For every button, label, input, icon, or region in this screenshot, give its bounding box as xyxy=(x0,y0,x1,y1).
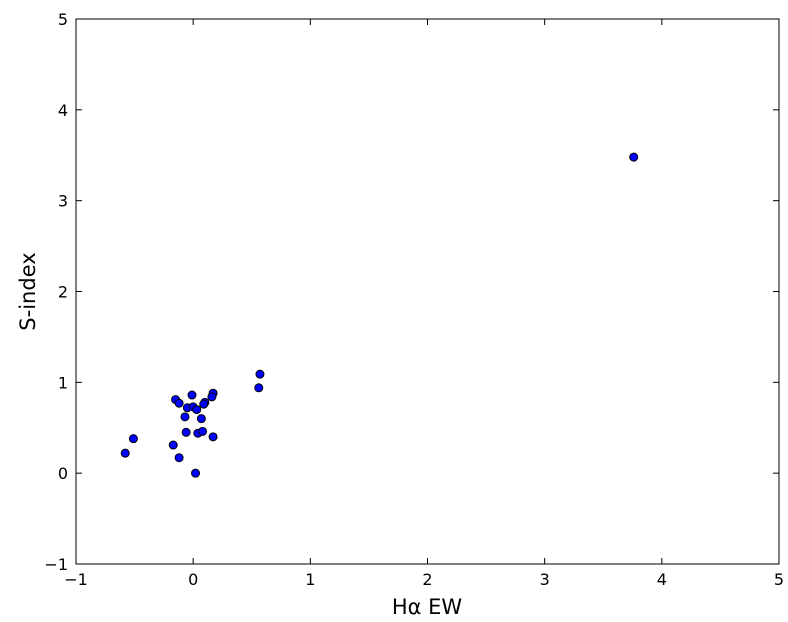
x-tick-label: 4 xyxy=(657,570,667,589)
y-axis-label: S-index xyxy=(16,252,40,330)
data-point xyxy=(128,434,138,444)
data-point xyxy=(174,398,184,408)
data-point xyxy=(199,399,209,409)
data-point xyxy=(180,412,190,422)
data-point xyxy=(255,369,265,379)
y-tick-label: −1 xyxy=(44,555,68,574)
data-point xyxy=(207,392,217,402)
axis-ticks xyxy=(75,18,780,565)
tick-labels: −1 0 1 2 3 4 5 −1 0 1 2 3 4 5 xyxy=(44,10,784,589)
plot-area xyxy=(75,18,780,565)
x-axis-label: Hα EW xyxy=(392,595,463,619)
data-point xyxy=(198,426,208,436)
x-tick-label: −1 xyxy=(64,570,88,589)
data-points xyxy=(120,152,639,478)
y-tick-label: 2 xyxy=(58,283,68,302)
data-point xyxy=(187,390,197,400)
y-tick-label: 0 xyxy=(58,464,68,483)
x-tick-label: 2 xyxy=(422,570,432,589)
data-point xyxy=(196,414,206,424)
x-tick-label: 0 xyxy=(188,570,198,589)
data-point xyxy=(254,383,264,393)
data-point xyxy=(629,152,639,162)
data-point xyxy=(191,468,201,478)
y-tick-label: 4 xyxy=(58,101,68,120)
y-tick-label: 1 xyxy=(58,373,68,392)
x-tick-label: 1 xyxy=(305,570,315,589)
y-tick-label: 3 xyxy=(58,192,68,211)
data-point xyxy=(208,432,218,442)
x-tick-label: 3 xyxy=(540,570,550,589)
data-point xyxy=(168,440,178,450)
data-point xyxy=(192,405,202,415)
x-tick-label: 5 xyxy=(774,570,784,589)
data-point xyxy=(174,453,184,463)
data-point xyxy=(181,427,191,437)
data-point xyxy=(120,448,130,458)
y-tick-label: 5 xyxy=(58,10,68,29)
